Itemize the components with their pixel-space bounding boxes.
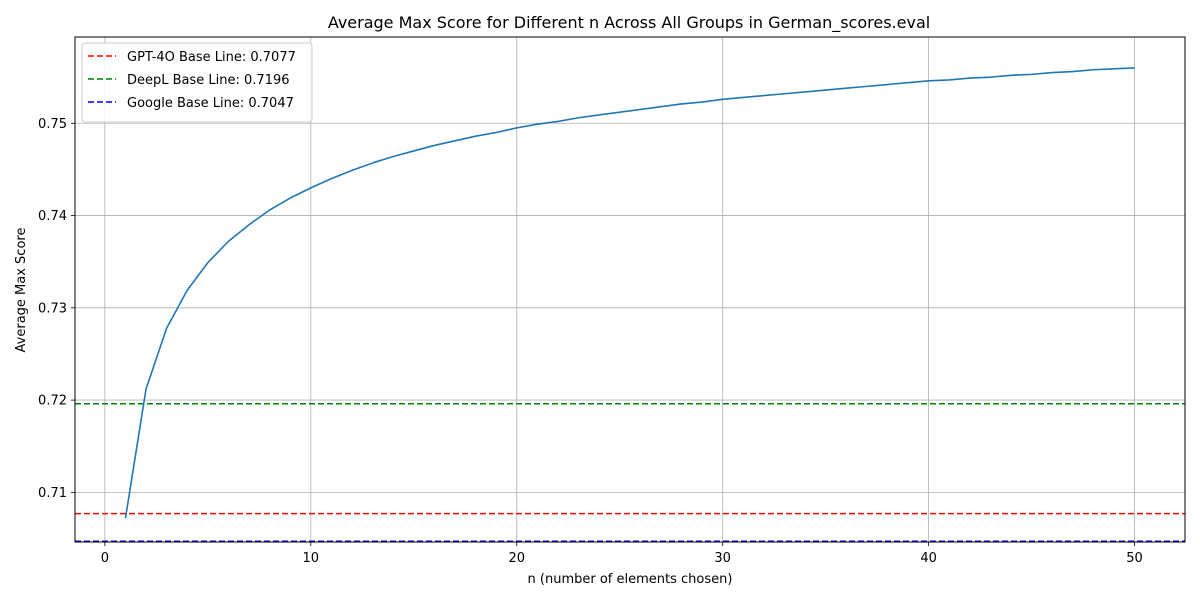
- x-axis-label: n (number of elements chosen): [528, 572, 733, 587]
- legend-label: Google Base Line: 0.7047: [127, 96, 294, 111]
- y-tick-label: 0.72: [38, 394, 67, 409]
- x-tick-label: 0: [101, 551, 109, 566]
- x-tick-label: 10: [303, 551, 320, 566]
- x-tick-label: 50: [1126, 551, 1143, 566]
- legend-box: [81, 42, 313, 123]
- legend: GPT-4O Base Line: 0.7077 DeepL Base Line:…: [81, 42, 313, 123]
- y-axis-ticks: 0.71 0.72 0.73 0.74 0.75: [38, 117, 75, 501]
- x-tick-label: 30: [714, 551, 731, 566]
- x-tick-label: 20: [508, 551, 525, 566]
- grid: [75, 37, 1185, 542]
- y-tick-label: 0.74: [38, 209, 67, 224]
- series-line: [124, 67, 1135, 519]
- y-tick-label: 0.71: [38, 486, 67, 501]
- x-axis-ticks: 0 10 20 30 40 50: [101, 542, 1143, 566]
- x-tick-label: 40: [920, 551, 937, 566]
- legend-label: DeepL Base Line: 0.7196: [127, 73, 290, 88]
- y-tick-label: 0.75: [38, 117, 67, 132]
- chart-title: Average Max Score for Different n Across…: [328, 13, 930, 33]
- plot-frame: [74, 36, 1186, 543]
- series-lines: [124, 67, 1135, 519]
- y-tick-label: 0.73: [38, 301, 67, 316]
- legend-label: GPT-4O Base Line: 0.7077: [127, 50, 296, 65]
- y-axis-label: Average Max Score: [14, 228, 29, 353]
- baselines: [75, 403, 1185, 543]
